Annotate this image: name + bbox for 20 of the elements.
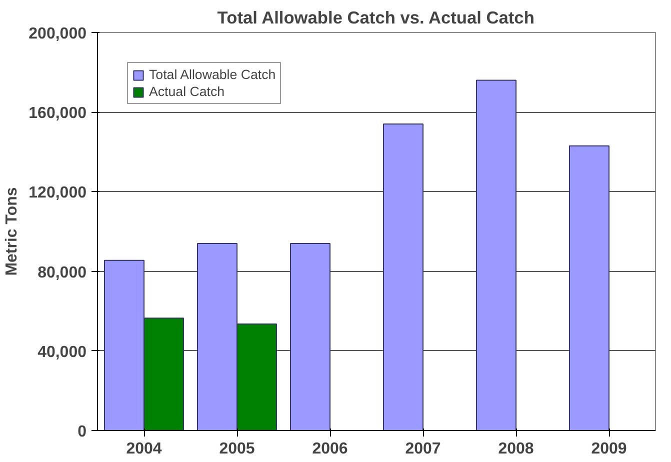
y-tick-label: 80,000 [38,264,87,282]
y-tick-label: 200,000 [28,26,87,42]
chart-title: Total Allowable Catch vs. Actual Catch [217,8,534,28]
y-tick-label: 120,000 [28,184,87,202]
y-tick-label: 40,000 [38,344,87,361]
bar [568,145,610,430]
bar [382,124,424,430]
legend-label: Total Allowable Catch [149,67,276,82]
x-tick-label: 2006 [312,440,348,458]
y-axis-title: Metric Tons [4,187,21,276]
x-tick-label: 2008 [498,440,534,458]
bar [290,242,330,430]
x-tick-label: 2004 [126,440,162,458]
bar [476,80,516,430]
x-tick-label: 2009 [591,440,627,458]
x-tick-label: 2007 [405,440,441,458]
y-tick-label: 160,000 [28,105,87,122]
legend-label: Actual Catch [149,84,225,99]
x-tick-label: 2005 [219,440,255,458]
y-tick-label: 0 [78,424,87,440]
